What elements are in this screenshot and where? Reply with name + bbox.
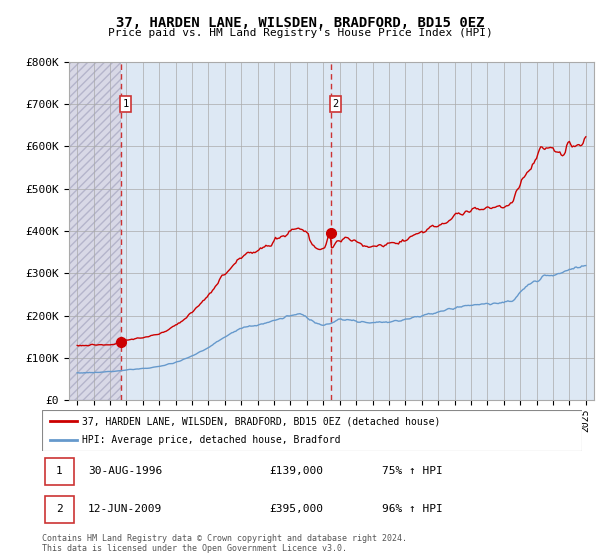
Text: 37, HARDEN LANE, WILSDEN, BRADFORD, BD15 0EZ (detached house): 37, HARDEN LANE, WILSDEN, BRADFORD, BD15… (83, 417, 441, 426)
Text: 2: 2 (56, 504, 62, 514)
Text: Contains HM Land Registry data © Crown copyright and database right 2024.
This d: Contains HM Land Registry data © Crown c… (42, 534, 407, 553)
Text: £139,000: £139,000 (269, 466, 323, 477)
Bar (45, 458, 74, 485)
Bar (121, 62, 594, 400)
Text: 12-JUN-2009: 12-JUN-2009 (88, 504, 162, 514)
Text: 1: 1 (56, 466, 62, 477)
Text: 1: 1 (122, 99, 129, 109)
Bar (45, 496, 74, 523)
Bar (69, 62, 121, 400)
Text: 75% ↑ HPI: 75% ↑ HPI (382, 466, 443, 477)
Text: 2: 2 (332, 99, 338, 109)
Text: £395,000: £395,000 (269, 504, 323, 514)
Text: Price paid vs. HM Land Registry's House Price Index (HPI): Price paid vs. HM Land Registry's House … (107, 28, 493, 38)
Text: HPI: Average price, detached house, Bradford: HPI: Average price, detached house, Brad… (83, 435, 341, 445)
Text: 96% ↑ HPI: 96% ↑ HPI (382, 504, 443, 514)
Text: 30-AUG-1996: 30-AUG-1996 (88, 466, 162, 477)
Text: 37, HARDEN LANE, WILSDEN, BRADFORD, BD15 0EZ: 37, HARDEN LANE, WILSDEN, BRADFORD, BD15… (116, 16, 484, 30)
